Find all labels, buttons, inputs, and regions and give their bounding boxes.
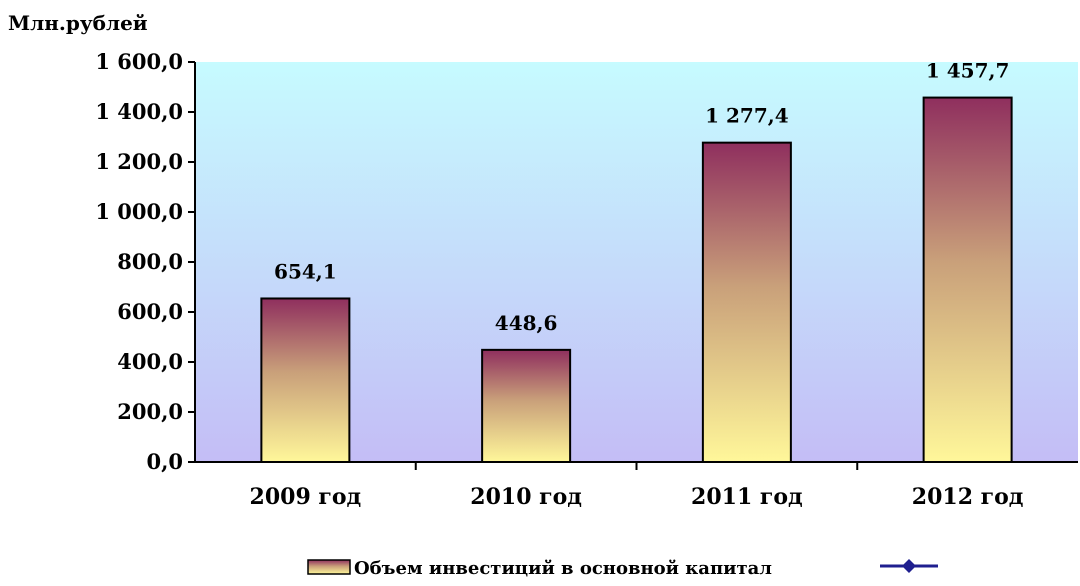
y-tick-label: 200,0 <box>117 399 183 424</box>
bar-value-label: 1 457,7 <box>926 59 1010 83</box>
x-category-label: 2011 год <box>691 484 803 510</box>
bar <box>701 141 792 463</box>
axes-layer <box>188 61 1078 470</box>
bar-value-label: 1 277,4 <box>705 104 789 128</box>
legend-label-investment: Объем инвестиций в основной капитал <box>354 558 772 579</box>
bar <box>481 348 572 464</box>
y-tick-label: 0,0 <box>146 449 183 474</box>
y-tick-label: 800,0 <box>117 249 183 274</box>
y-tick-label: 400,0 <box>117 349 183 374</box>
y-tick-label: 1 400,0 <box>95 99 183 124</box>
labels-layer: 0,0 200,0 400,0 600,0 800,0 1 000,0 1 200,0 1 4… <box>95 49 1023 510</box>
y-tick-label: 1 200,0 <box>95 149 183 174</box>
legend-diamond-icon <box>902 559 916 573</box>
bar-value-label: 654,1 <box>274 259 337 283</box>
y-axis-unit-label: Млн.рублей <box>8 11 148 35</box>
bar <box>260 297 351 463</box>
y-tick-label: 1 000,0 <box>95 199 183 224</box>
legend-swatch-investment <box>307 559 351 575</box>
x-category-label: 2012 год <box>912 484 1024 510</box>
bar-value-label: 448,6 <box>495 311 558 335</box>
y-tick-label: 1 600,0 <box>95 49 183 74</box>
x-category-label: 2010 год <box>470 484 582 510</box>
legend: Объем инвестиций в основной капитал <box>307 558 938 579</box>
bar <box>922 96 1013 463</box>
x-category-label: 2009 год <box>250 484 362 510</box>
bars-layer <box>260 96 1013 464</box>
y-tick-label: 600,0 <box>117 299 183 324</box>
